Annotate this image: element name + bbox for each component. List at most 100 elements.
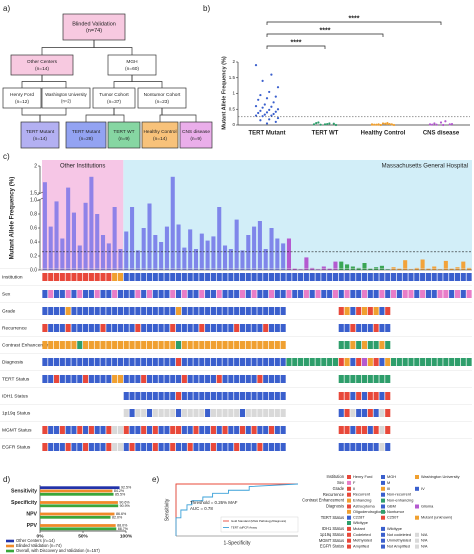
bar: [339, 261, 344, 270]
track-cell: [135, 341, 141, 349]
track-cell: [367, 375, 373, 383]
track-cell: [141, 341, 147, 349]
point: [442, 123, 445, 127]
value-label: 90.6%: [119, 500, 130, 504]
track-cell: [48, 307, 54, 315]
track-cell: [239, 324, 246, 332]
track-cell: [210, 409, 216, 417]
track-cell: [129, 341, 135, 349]
track-cell: [117, 273, 124, 281]
track-cell: [344, 290, 350, 298]
track-cell: [251, 307, 257, 315]
track-cell: [321, 358, 327, 366]
track-cell: [315, 358, 321, 366]
legend-label: Other Centers (n=14): [16, 538, 55, 543]
track-cell: [193, 307, 199, 315]
track-cell: [408, 358, 414, 366]
track-cell: [292, 273, 298, 281]
track-cell: [100, 443, 106, 451]
track-cell: [141, 290, 147, 298]
track-cell: [228, 273, 234, 281]
legend-swatch: [415, 532, 419, 537]
track-cell: [425, 290, 431, 298]
node-label: MGH: [126, 59, 138, 65]
node-box: [2, 87, 42, 109]
track-cell: [65, 273, 71, 281]
bar: [368, 268, 373, 270]
bar: [350, 266, 355, 270]
point: [274, 95, 277, 98]
track-cell: [77, 307, 83, 315]
track-cell: [303, 273, 309, 281]
legend-swatch: [347, 544, 351, 549]
track-cell: [466, 358, 472, 366]
track-cell: [402, 290, 408, 298]
track-cell: [77, 290, 83, 298]
track-cell: [71, 341, 77, 349]
track-cell: [187, 273, 193, 281]
legend-label: Overall, with Discovery and Validation (…: [16, 548, 100, 553]
point: [259, 119, 262, 122]
track-cell: [251, 273, 257, 281]
legend-swatch: [381, 486, 385, 491]
track-cell: [100, 290, 106, 298]
legend-label: Wildtype: [387, 526, 402, 531]
track-cell: [356, 273, 362, 281]
track-cell: [274, 341, 280, 349]
legend-label: GBM: [387, 504, 396, 509]
point: [323, 123, 327, 126]
track-cell: [385, 443, 391, 451]
track-cell: [112, 375, 118, 383]
track-cell: [222, 443, 228, 451]
track-cell: [373, 443, 379, 451]
track-cell: [59, 375, 65, 383]
legend-swatch: [381, 475, 385, 479]
legend-label: Henry Ford: [353, 474, 372, 479]
y-tick-label: 1.5: [229, 75, 236, 80]
track-cell: [187, 426, 193, 434]
track-cell: [53, 273, 60, 281]
bar: [124, 231, 129, 270]
legend-label: Codeleted: [353, 532, 371, 537]
track-cell: [175, 409, 182, 417]
legend-swatch: [415, 504, 419, 509]
legend-label: Mutant (unknown): [421, 515, 453, 520]
legend-label: Unmethylated: [387, 538, 411, 543]
track-cell: [175, 273, 182, 281]
track-cell: [210, 273, 216, 281]
track-cell: [152, 426, 158, 434]
track-cell: [187, 409, 193, 417]
track-cell: [385, 409, 391, 417]
track-cell: [71, 273, 77, 281]
track-cell: [146, 375, 153, 383]
track-cell: [251, 375, 257, 383]
track-cell: [344, 426, 350, 434]
significance: ****: [349, 15, 360, 22]
category-label: Sensitivity: [11, 488, 37, 494]
track-cell: [443, 290, 449, 298]
track-cell: [88, 307, 94, 315]
track-cell: [83, 443, 89, 451]
track-cell: [129, 443, 135, 451]
track-cell: [181, 426, 187, 434]
track-cell: [385, 375, 391, 383]
track-cell: [164, 392, 170, 400]
track-cell: [199, 324, 205, 332]
track-cell: [361, 273, 368, 281]
track-cell: [100, 307, 106, 315]
track-cell: [280, 324, 286, 332]
track-cell: [152, 307, 158, 315]
bar: [66, 187, 71, 270]
track-cell: [141, 307, 147, 315]
track-cell: [373, 324, 379, 332]
track-cell: [234, 273, 240, 281]
point: [435, 123, 438, 126]
track-cell: [187, 341, 193, 349]
track-cell: [280, 341, 286, 349]
value-label: 90.9%: [120, 504, 131, 508]
track-cell: [170, 375, 176, 383]
track-cell: [123, 375, 129, 383]
track-cell: [48, 375, 54, 383]
track-cell: [303, 290, 309, 298]
track-cell: [112, 426, 118, 434]
